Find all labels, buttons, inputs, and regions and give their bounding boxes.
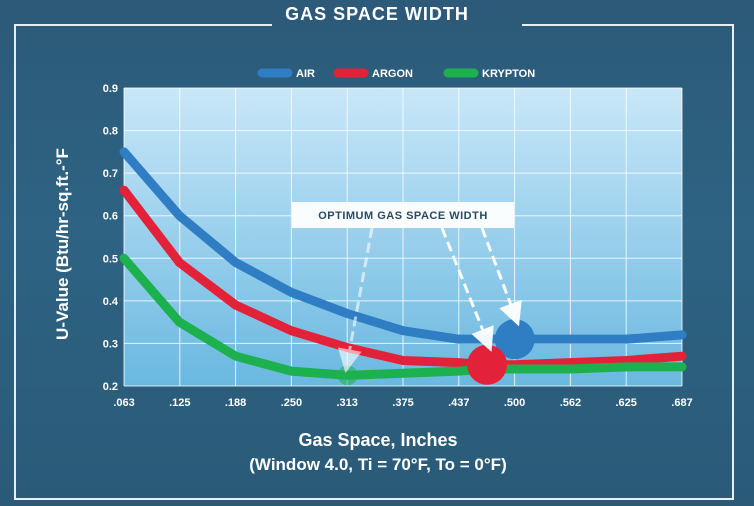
series-line-krypton: [119, 253, 687, 380]
x-tick-label: .125: [169, 397, 190, 409]
y-tick-label: 0.4: [103, 296, 119, 308]
y-tick-label: 0.6: [103, 211, 118, 223]
annotation-arrow: [480, 227, 522, 327]
y-tick-label: 0.5: [103, 253, 118, 265]
legend-label-air: AIR: [296, 68, 315, 80]
x-tick-label: .687: [671, 397, 692, 409]
annotation-arrow: [440, 227, 494, 352]
x-tick-label: .063: [113, 397, 134, 409]
x-tick-label: .500: [504, 397, 525, 409]
x-axis-sublabel: (Window 4.0, Ti = 70°F, To = 0°F): [249, 455, 506, 474]
annotation-text: OPTIMUM GAS SPACE WIDTH: [318, 210, 488, 222]
x-tick-label: .625: [615, 397, 636, 409]
x-axis-ticks: .063 .125 .188 .250 .313 .375 .437 .500 .562 .625…: [113, 397, 692, 409]
x-tick-label: .562: [560, 397, 581, 409]
title-background: [272, 0, 522, 28]
optimum-marker-krypton: [337, 365, 358, 386]
optimum-marker-argon: [467, 344, 508, 385]
series-lines: [119, 147, 687, 380]
annotation: OPTIMUM GAS SPACE WIDTH: [292, 202, 522, 374]
series-line-air: [119, 147, 687, 344]
x-tick-label: .437: [448, 397, 469, 409]
y-tick-label: 0.2: [103, 381, 118, 393]
optimum-marker-air: [494, 319, 535, 360]
y-axis-label: U-Value (Btu/hr-sq.ft.-°F: [53, 148, 72, 340]
legend: AIR ARGON KRYPTON: [257, 68, 535, 80]
y-tick-label: 0.7: [103, 168, 118, 180]
x-tick-label: .375: [392, 397, 413, 409]
x-axis-label: Gas Space, Inches: [298, 430, 457, 450]
annotation-arrow: [337, 227, 374, 374]
x-tick-label: .188: [225, 397, 246, 409]
y-tick-label: 0.3: [103, 338, 118, 350]
legend-label-argon: ARGON: [372, 68, 413, 80]
annotation-box: [292, 202, 514, 228]
y-axis-ticks: 0.9 0.8 0.7 0.6 0.5 0.4 0.3 0.2: [103, 83, 119, 393]
series-line-argon: [119, 185, 687, 370]
y-tick-label: 0.9: [103, 83, 118, 95]
x-tick-label: .313: [336, 397, 357, 409]
chart-title: GAS SPACE WIDTH: [285, 4, 469, 24]
legend-label-krypton: KRYPTON: [482, 68, 535, 80]
x-tick-label: .250: [281, 397, 302, 409]
y-tick-label: 0.8: [103, 126, 118, 138]
